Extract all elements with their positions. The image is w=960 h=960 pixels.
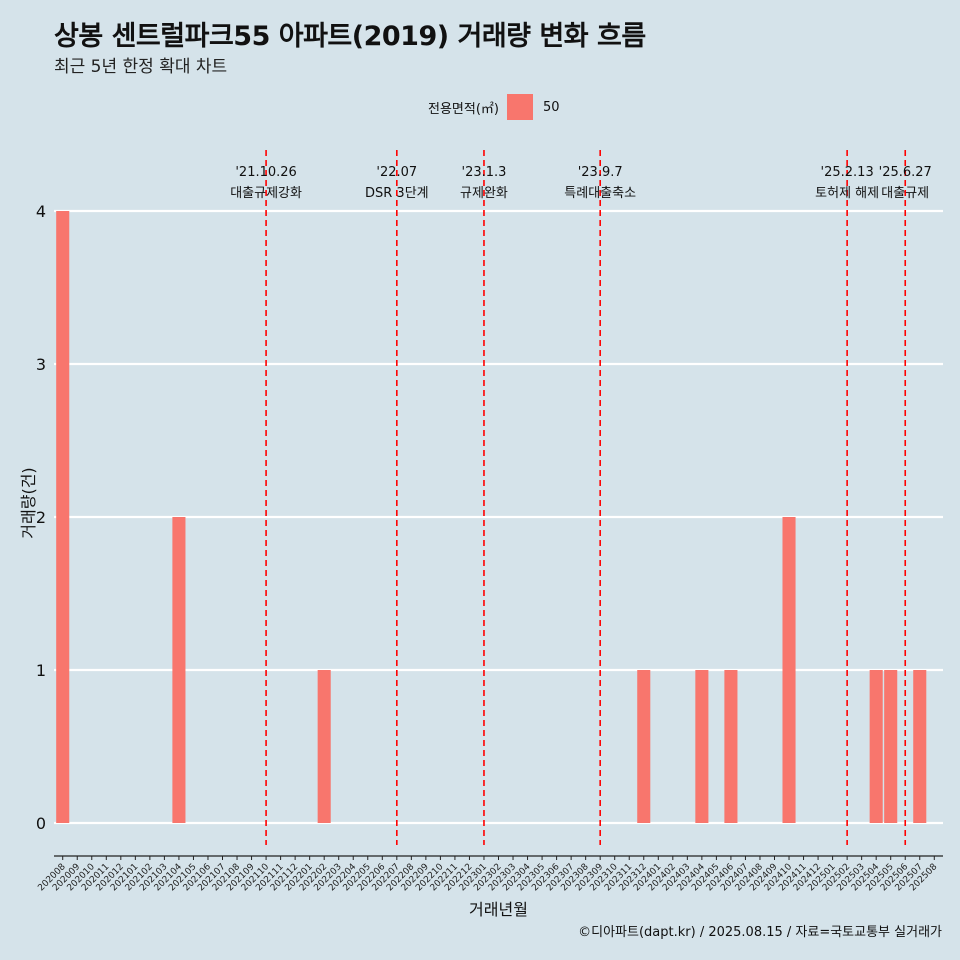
annotation-date: '21.10.26 [235,165,296,180]
bar [317,670,331,823]
annotation-label: DSR 3단계 [365,186,429,201]
annotation-label: 대출규제강화 [230,186,302,201]
chart-subtitle: 최근 5년 한정 확대 차트 [54,57,228,77]
source-caption: ©디아파트(dapt.kr) / 2025.08.15 / 자료=국토교통부 실… [578,925,942,940]
annotation-label: 특례대출축소 [564,186,636,201]
annotation-date: '23.9.7 [578,165,623,180]
y-tick-label: 2 [36,508,46,527]
bar [172,517,186,823]
y-axis-title: 거래량(건) [19,467,38,538]
y-tick-label: 0 [36,814,46,833]
bar [782,517,796,823]
chart-title: 상봉 센트럴파크55 아파트(2019) 거래량 변화 흐름 [54,21,646,52]
bar [56,211,70,823]
bar [884,670,898,823]
bar [869,670,883,823]
legend: 전용면적(㎡) 50 [428,93,560,121]
bar [637,670,651,823]
annotation-date: '25.2.13 [821,165,874,180]
bar [724,670,738,823]
annotation-label: 대출규제 [881,186,929,201]
legend-swatch [506,94,533,120]
bar [913,670,927,823]
annotation-label: 토허제 해제 [815,186,879,201]
x-axis-title: 거래년월 [469,900,528,919]
annotation-date: '25.6.27 [879,165,932,180]
legend-title: 전용면적(㎡) [428,101,499,117]
y-tick-label: 1 [36,661,46,680]
y-tick-label: 3 [36,355,46,374]
y-tick-label: 4 [36,202,46,221]
bar [695,670,709,823]
annotation-label: 규제완화 [460,186,508,201]
annotation-date: '22.07 [376,165,417,180]
legend-item-label: 50 [542,99,560,115]
annotation-date: '23.1.3 [462,165,507,180]
